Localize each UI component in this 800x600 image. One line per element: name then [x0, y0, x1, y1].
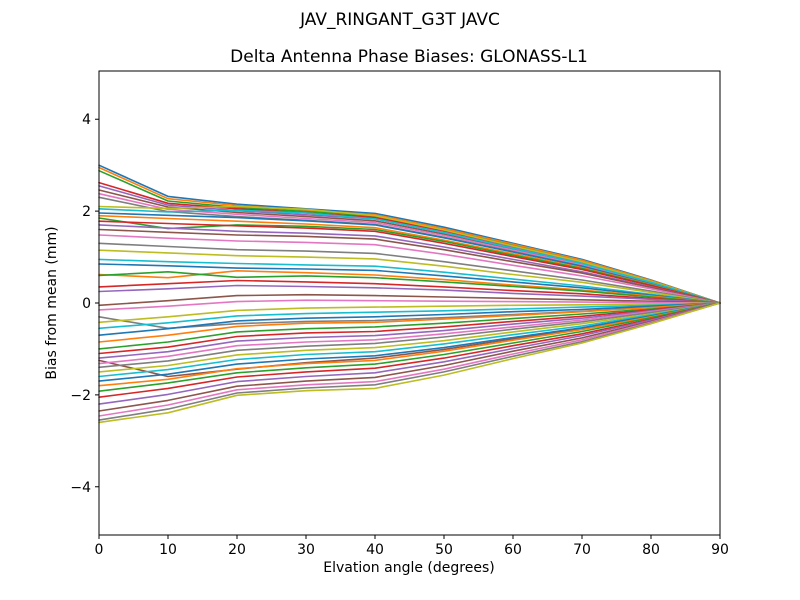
x-tick-label: 90 [711, 542, 729, 558]
bias-line [98, 270, 721, 304]
bias-line [98, 234, 721, 304]
bias-line [98, 166, 721, 304]
bias-line [98, 302, 721, 382]
bias-line [98, 284, 721, 304]
y-tick-label: 0 [82, 296, 91, 312]
x-tick-label: 80 [642, 542, 660, 558]
bias-line [98, 224, 721, 304]
bias-line [98, 302, 721, 373]
bias-line [98, 299, 721, 311]
bias-line [98, 205, 721, 304]
x-tick-label: 70 [573, 542, 591, 558]
bias-line [98, 302, 721, 424]
bias-line [98, 263, 721, 304]
bias-line [98, 302, 721, 399]
bias-line [98, 302, 721, 359]
y-tick-label: 2 [82, 204, 91, 220]
bias-line [98, 302, 721, 378]
bias-line [98, 249, 721, 304]
bias-line [98, 302, 721, 417]
bias-line [98, 293, 721, 307]
x-tick-label: 30 [297, 542, 315, 558]
x-tick-label: 50 [435, 542, 453, 558]
bias-line [98, 242, 721, 304]
bias-line [98, 212, 721, 304]
bias-line [98, 302, 721, 337]
x-axis-label: Elvation angle (degrees) [323, 560, 494, 576]
y-tick-label: −2 [70, 388, 91, 404]
bias-line [98, 302, 721, 324]
y-axis-label: Bias from mean (mm) [44, 226, 60, 379]
data-lines [98, 164, 721, 424]
bias-line [98, 258, 721, 304]
bias-line [98, 302, 721, 412]
x-tick-label: 20 [228, 542, 246, 558]
y-tick-label: −4 [70, 480, 91, 496]
bias-line [98, 302, 721, 330]
bias-line [98, 302, 721, 350]
bias-line [98, 302, 721, 393]
x-tick-label: 0 [95, 542, 104, 558]
y-tick-label: 4 [82, 112, 91, 128]
figure-suptitle: JAV_RINGANT_G3T JAVC [299, 10, 500, 30]
axes-title: Delta Antenna Phase Biases: GLONASS-L1 [230, 47, 588, 67]
bias-line [98, 208, 721, 304]
x-tick-label: 40 [366, 542, 384, 558]
bias-line [98, 279, 721, 304]
bias-line [98, 302, 721, 369]
bias-line [98, 302, 721, 405]
bias-line [98, 220, 721, 304]
x-tick-label: 60 [504, 542, 522, 558]
y-axis-ticks: −4 −2 0 2 4 [70, 112, 99, 496]
bias-line [98, 302, 721, 365]
x-tick-label: 10 [159, 542, 177, 558]
bias-line [98, 302, 721, 355]
bias-line [98, 302, 721, 343]
bias-line [98, 302, 721, 421]
bias-line [98, 302, 721, 387]
bias-line [98, 228, 721, 304]
x-axis-ticks: 0 10 20 30 40 50 60 70 80 90 [95, 535, 729, 558]
